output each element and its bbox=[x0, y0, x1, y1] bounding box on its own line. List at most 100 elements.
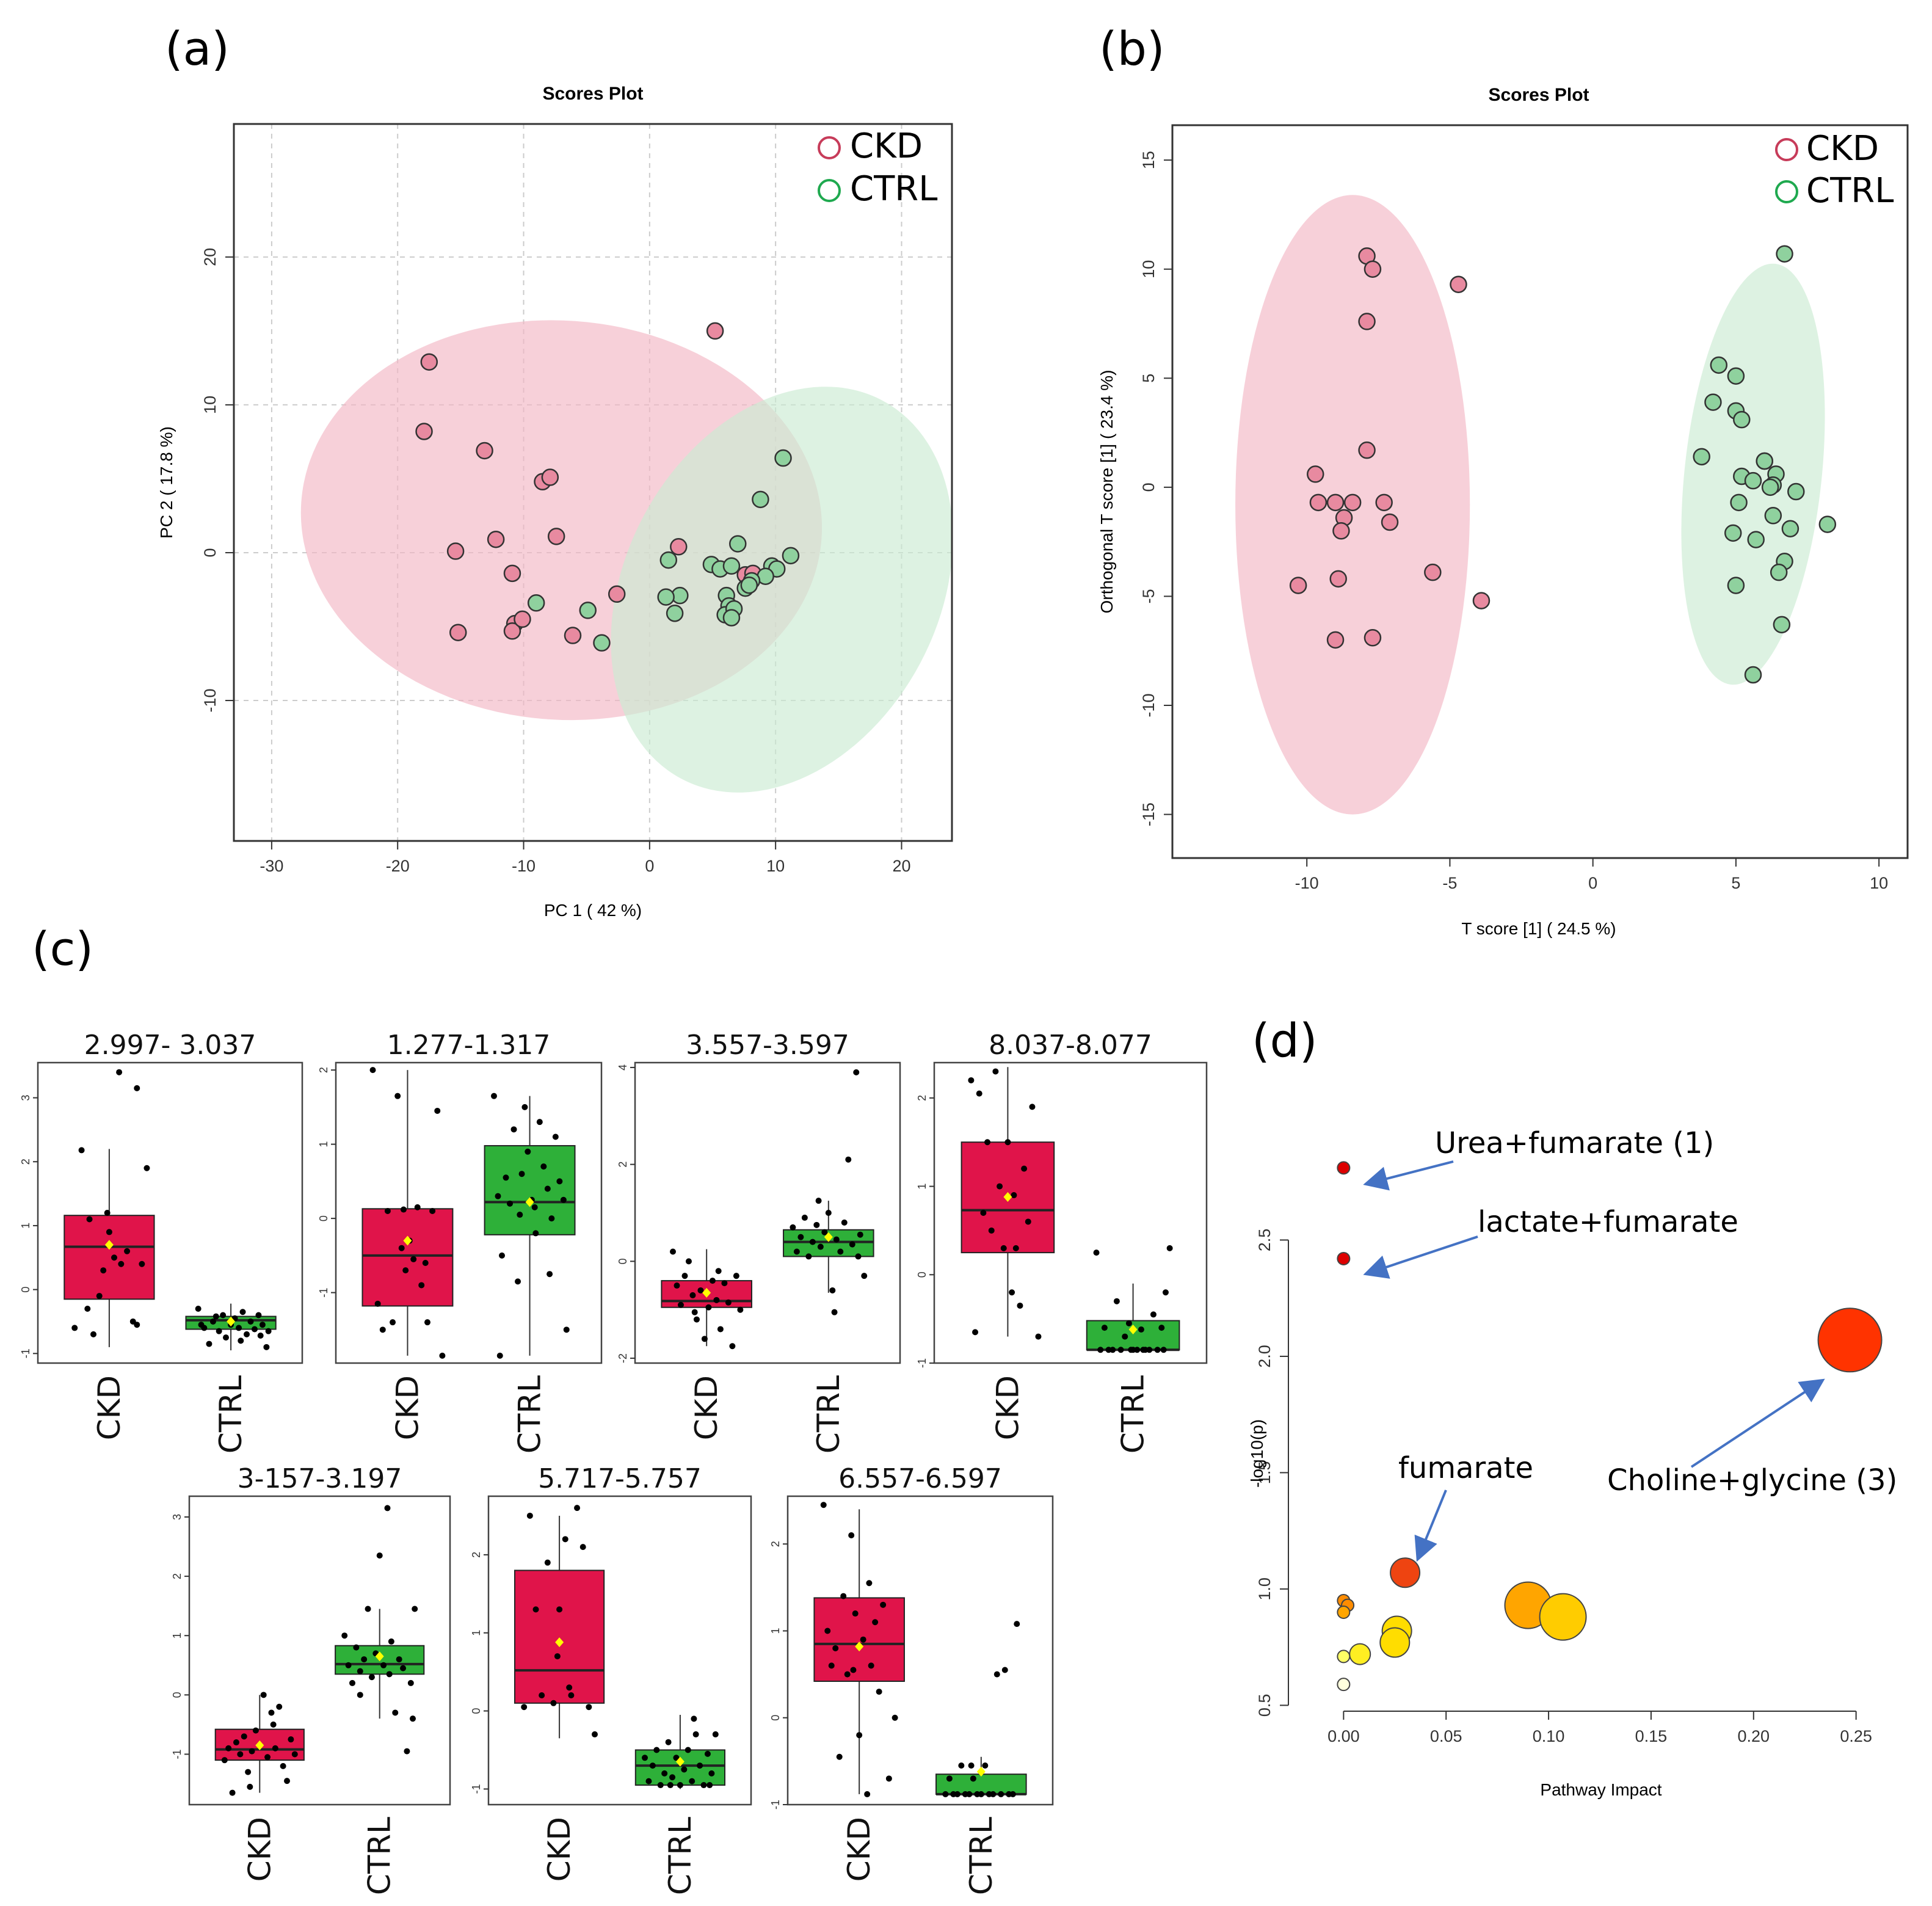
ctrl-data-point bbox=[544, 1185, 551, 1192]
panel-label-d: (d) bbox=[1252, 1013, 1318, 1068]
ckd-data-point bbox=[677, 1301, 684, 1308]
ckd-data-point bbox=[86, 1216, 93, 1223]
y-tick-label: -1 bbox=[171, 1749, 183, 1759]
ctrl-data-point bbox=[845, 1156, 852, 1163]
ckd-data-point bbox=[717, 1326, 724, 1333]
ctrl-score-point bbox=[1730, 493, 1748, 512]
ctrl-data-point bbox=[689, 1778, 695, 1784]
ckd-data-point bbox=[237, 1751, 244, 1758]
y-tick-label: 2 bbox=[20, 1159, 32, 1165]
ckd-data-point bbox=[539, 1692, 545, 1699]
ckd-mean-marker bbox=[255, 1740, 264, 1750]
ctrl-data-point bbox=[809, 1239, 816, 1245]
ckd-score-point bbox=[487, 530, 505, 548]
ckd-data-point bbox=[681, 1273, 688, 1279]
ctrl-data-point bbox=[532, 1230, 539, 1237]
ctrl-data-point bbox=[978, 1791, 984, 1797]
boxplot-4: 8.037-8.077 CKD CTRL -1 0 1 2 bbox=[916, 1030, 1208, 1453]
ckd-data-point bbox=[1021, 1165, 1028, 1172]
ctrl-data-point bbox=[691, 1715, 697, 1722]
y-tick-label: 10 bbox=[201, 396, 219, 414]
y-tick-label: 15 bbox=[1139, 151, 1158, 169]
ctrl-data-point bbox=[400, 1665, 407, 1671]
ctrl-score-point bbox=[1744, 471, 1762, 490]
ckd-data-point bbox=[885, 1775, 892, 1782]
ctrl-data-point bbox=[837, 1248, 844, 1255]
ckd-data-point bbox=[78, 1147, 85, 1154]
ckd-score-point bbox=[514, 610, 531, 628]
ckd-group-label: CKD bbox=[990, 1375, 1025, 1440]
ckd-data-point bbox=[844, 1671, 851, 1678]
y-tick-label: 1 bbox=[916, 1184, 928, 1190]
panel-a-ylabel: PC 2 ( 17.8 %) bbox=[157, 426, 176, 539]
ckd-score-point bbox=[706, 322, 724, 340]
legend-ckd-label: CKD bbox=[1806, 129, 1879, 169]
boxplot-title: 2.997- 3.037 bbox=[84, 1030, 256, 1061]
y-tick-label: -5 bbox=[1139, 589, 1158, 603]
ckd-mean-marker bbox=[555, 1637, 564, 1648]
pathway-point bbox=[1337, 1606, 1351, 1619]
ctrl-data-point bbox=[667, 1782, 674, 1789]
x-tick-label: -10 bbox=[512, 857, 536, 875]
ckd-data-point bbox=[1004, 1139, 1011, 1146]
x-tick-label: 10 bbox=[766, 857, 785, 875]
panel-a-frame bbox=[233, 123, 953, 842]
ctrl-data-point bbox=[673, 1755, 680, 1761]
ctrl-score-point bbox=[729, 535, 747, 553]
x-tick-label: 20 bbox=[892, 857, 910, 875]
x-tick-label: -5 bbox=[1442, 874, 1457, 892]
annotation-fumarate: fumarate bbox=[1398, 1451, 1533, 1485]
ctrl-data-point bbox=[1146, 1347, 1153, 1353]
ctrl-data-point bbox=[821, 1229, 828, 1235]
y-tick-label: -1 bbox=[769, 1800, 782, 1810]
ckd-score-point bbox=[1306, 465, 1324, 483]
panel-c-boxplots: 2.997- 3.037 CKD CTRL -1 0 1 2 3 1.277-1.317 CKD C… bbox=[20, 1030, 1208, 1895]
ctrl-score-point bbox=[1747, 531, 1765, 548]
ctrl-data-point bbox=[1138, 1326, 1144, 1333]
legend-ckd-label: CKD bbox=[850, 126, 923, 166]
ctrl-data-point bbox=[201, 1325, 208, 1331]
y-tick-label: 10 bbox=[1139, 260, 1158, 278]
ctrl-data-point bbox=[361, 1656, 368, 1663]
pathway-point bbox=[1349, 1643, 1371, 1665]
x-tick-label: 0.25 bbox=[1840, 1727, 1872, 1745]
ckd-data-point bbox=[139, 1260, 145, 1267]
panel-label-c: (c) bbox=[32, 922, 93, 976]
panel-a-scores-plot: Scores Plot -30 -20 -10 0 10 20 -10 0 10 20 PC 1 … bbox=[157, 84, 953, 920]
ctrl-data-point bbox=[525, 1148, 531, 1155]
ckd-mean-marker bbox=[403, 1235, 412, 1246]
ctrl-data-point bbox=[829, 1287, 836, 1293]
ckd-data-point bbox=[880, 1601, 887, 1608]
x-tick-label: 0 bbox=[645, 857, 654, 875]
ckd-data-point bbox=[390, 1319, 396, 1326]
ctrl-data-point bbox=[536, 1119, 543, 1126]
ckd-score-point bbox=[1375, 493, 1393, 512]
annotation-urea-fumarate: Urea+fumarate (1) bbox=[1435, 1126, 1714, 1160]
ctrl-confidence-ellipse bbox=[611, 387, 953, 793]
ctrl-data-point bbox=[498, 1252, 505, 1259]
ctrl-data-point bbox=[1125, 1320, 1132, 1326]
pathway-point bbox=[1379, 1627, 1411, 1658]
ckd-score-point bbox=[670, 538, 688, 556]
y-tick-label: 0 bbox=[916, 1271, 928, 1278]
legend-ctrl-label: CTRL bbox=[850, 169, 937, 209]
ckd-score-point bbox=[564, 627, 582, 644]
ctrl-data-point bbox=[1160, 1347, 1167, 1353]
boxplot-title: 3.557-3.597 bbox=[686, 1030, 849, 1061]
ctrl-data-point bbox=[968, 1762, 975, 1769]
ckd-data-point bbox=[697, 1287, 704, 1293]
y-tick-label: 1 bbox=[171, 1632, 183, 1639]
ckd-data-point bbox=[280, 1762, 286, 1769]
ctrl-data-point bbox=[540, 1163, 547, 1170]
ckd-data-point bbox=[143, 1165, 150, 1171]
y-tick-label: 1 bbox=[470, 1630, 482, 1636]
ctrl-score-point bbox=[740, 576, 758, 594]
ckd-data-point bbox=[868, 1662, 874, 1669]
panel-b-title: Scores Plot bbox=[1488, 85, 1589, 105]
x-tick-label: 0 bbox=[1588, 874, 1597, 892]
panel-b-frame bbox=[1171, 124, 1909, 859]
ckd-mean-marker bbox=[702, 1287, 711, 1298]
ctrl-data-point bbox=[259, 1322, 266, 1328]
ckd-score-point bbox=[547, 528, 565, 545]
